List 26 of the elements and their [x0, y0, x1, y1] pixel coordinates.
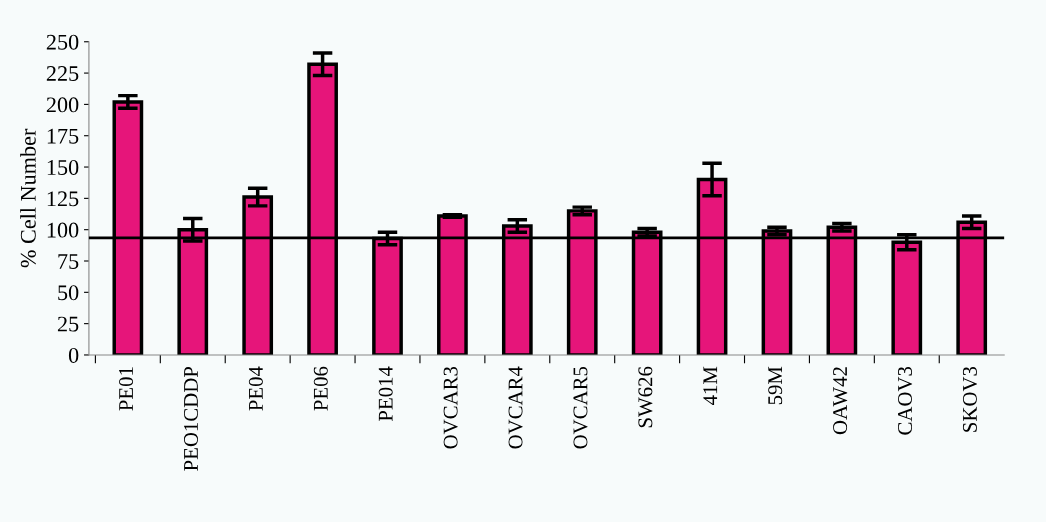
- y-tick-label: 150: [47, 159, 79, 175]
- x-tick-label: SKOV3: [962, 366, 978, 432]
- y-tick-label: 25: [57, 316, 79, 332]
- x-tick-label: 41M: [703, 366, 718, 406]
- y-tick-label: 125: [47, 191, 79, 207]
- x-tick-label: PE04: [248, 366, 263, 411]
- y-tick-label: 100: [47, 222, 79, 238]
- x-tick-label: OVCAR4: [508, 366, 523, 449]
- y-tick-label: 0: [68, 347, 79, 363]
- x-tick-label: OVCAR5: [573, 366, 588, 449]
- x-tick-label: PE06: [313, 366, 328, 411]
- y-tick-label: 75: [58, 254, 79, 269]
- x-tick-label: PE014: [378, 366, 393, 422]
- x-tick-label: SW626: [638, 366, 653, 428]
- y-tick-label: 200: [46, 97, 79, 113]
- y-tick-label: 250: [46, 34, 79, 50]
- y-tick-label: 175: [47, 128, 79, 144]
- x-tick-label: PE01: [119, 367, 134, 411]
- x-tick-label: PEO1CDDP: [183, 366, 198, 471]
- x-tick-label: OVCAR3: [443, 366, 458, 449]
- x-tick-label: OAW42: [833, 367, 848, 435]
- x-tick-label: CAOV3: [898, 366, 913, 435]
- y-tick-label: 225: [46, 66, 79, 82]
- y-tick-label: 50: [58, 285, 79, 301]
- x-tick-label: 59M: [768, 366, 783, 405]
- y-axis-title: % Cell Number: [20, 128, 36, 268]
